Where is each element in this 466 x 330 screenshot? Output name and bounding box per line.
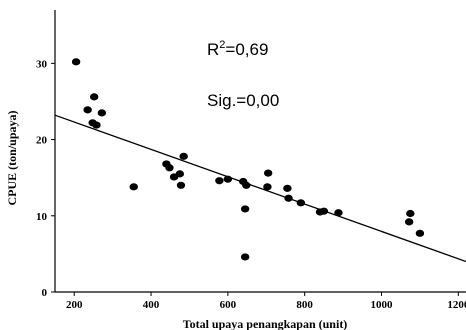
data-point — [215, 177, 224, 185]
data-point — [97, 109, 107, 117]
data-point — [176, 181, 186, 189]
y-tick-label: 30 — [36, 58, 48, 70]
data-point — [296, 199, 306, 207]
data-point — [92, 121, 101, 129]
r-squared-annotation: R2=0,69 — [207, 39, 268, 59]
data-point — [129, 183, 138, 191]
y-axis-title: CPUE (ton/upaya) — [5, 110, 19, 205]
x-tick-label: 400 — [143, 299, 160, 311]
data-point — [242, 181, 251, 189]
axes — [54, 10, 466, 293]
data-point — [179, 152, 188, 160]
regression-line — [54, 114, 466, 263]
data-point — [263, 169, 273, 177]
data-point — [71, 58, 81, 66]
x-tick-label: 200 — [66, 299, 83, 311]
data-point — [240, 205, 250, 213]
data-point — [175, 170, 185, 178]
y-tick-label: 20 — [36, 135, 48, 147]
data-point — [334, 209, 343, 217]
data-point — [165, 164, 174, 172]
x-axis-title: Total upaya penangkapan (unit) — [183, 317, 348, 330]
regression-line-group — [54, 114, 466, 263]
data-point — [283, 184, 292, 192]
x-tick-label: 800 — [296, 299, 313, 311]
data-point — [240, 253, 250, 261]
data-points — [71, 58, 425, 261]
data-point — [284, 194, 293, 202]
significance-annotation: Sig.=0,00 — [207, 91, 279, 110]
data-point — [83, 106, 92, 114]
data-point — [319, 207, 329, 215]
data-point — [415, 229, 425, 237]
data-point — [263, 183, 272, 191]
data-point — [89, 93, 99, 101]
data-point — [223, 175, 233, 183]
x-tick-label: 1000 — [370, 299, 393, 311]
r-squared-superscript: 2 — [219, 39, 225, 51]
r-squared-value: =0,69 — [225, 40, 268, 59]
y-tick-label: 0 — [42, 287, 48, 299]
y-tick-label: 10 — [36, 211, 48, 223]
data-point — [406, 209, 415, 218]
x-tick-label: 600 — [220, 299, 237, 311]
data-point — [404, 218, 414, 226]
r-squared-prefix: R — [207, 40, 219, 59]
